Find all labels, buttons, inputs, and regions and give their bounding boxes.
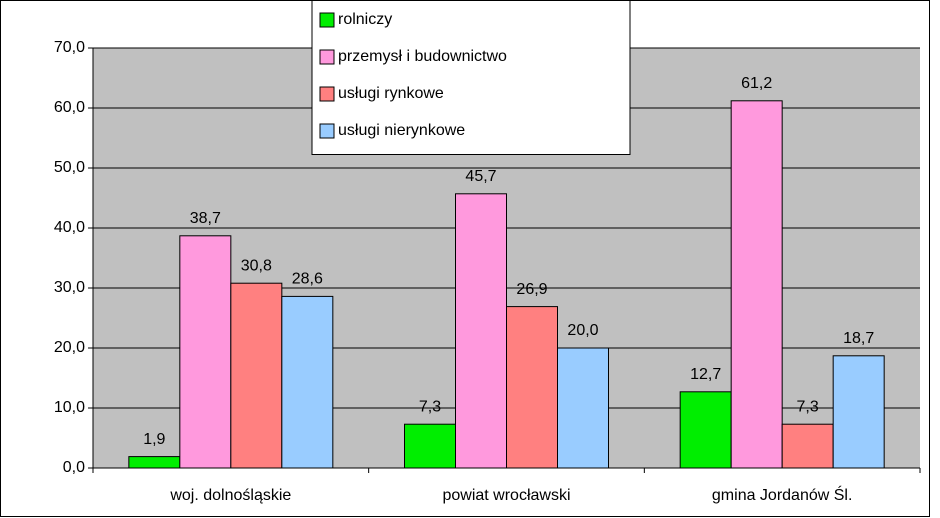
y-tick-label: 20,0 bbox=[54, 339, 85, 356]
legend-label: rolniczy bbox=[338, 11, 392, 28]
value-label: 18,7 bbox=[843, 330, 874, 347]
value-label: 45,7 bbox=[465, 168, 496, 185]
value-label: 61,2 bbox=[741, 75, 772, 92]
y-tick-label: 40,0 bbox=[54, 219, 85, 236]
legend-label: usługi rynkowe bbox=[338, 85, 444, 102]
value-label: 20,0 bbox=[567, 322, 598, 339]
y-tick-label: 10,0 bbox=[54, 399, 85, 416]
y-tick-label: 0,0 bbox=[63, 459, 85, 476]
legend-label: przemysł i budownictwo bbox=[338, 48, 507, 65]
legend-swatch bbox=[319, 123, 335, 139]
legend-swatch bbox=[319, 12, 335, 28]
value-label: 30,8 bbox=[241, 257, 272, 274]
y-tick-label: 60,0 bbox=[54, 99, 85, 116]
bar bbox=[506, 306, 558, 469]
x-tick-label: woj. dolnośląskie bbox=[169, 487, 291, 504]
value-label: 12,7 bbox=[690, 366, 721, 383]
value-label: 7,3 bbox=[797, 398, 819, 415]
x-tick-label: gmina Jordanów Śl. bbox=[712, 485, 853, 504]
legend-label: usługi nierynkowe bbox=[338, 122, 465, 139]
legend-swatch bbox=[319, 86, 335, 102]
bar bbox=[128, 456, 181, 469]
y-tick-label: 30,0 bbox=[54, 279, 85, 296]
bar bbox=[179, 235, 232, 469]
bar bbox=[230, 282, 283, 469]
bar bbox=[781, 423, 834, 469]
value-label: 1,9 bbox=[143, 431, 165, 448]
bar bbox=[832, 355, 885, 469]
bar bbox=[404, 423, 457, 469]
bar bbox=[730, 100, 783, 469]
bar bbox=[679, 391, 732, 469]
value-label: 26,9 bbox=[516, 281, 547, 298]
y-tick-label: 70,0 bbox=[54, 39, 85, 56]
legend-swatch bbox=[319, 49, 335, 65]
bar bbox=[556, 347, 609, 469]
bar bbox=[455, 193, 508, 469]
value-label: 28,6 bbox=[292, 271, 323, 288]
bar bbox=[281, 295, 334, 469]
y-tick-label: 50,0 bbox=[54, 159, 85, 176]
value-label: 38,7 bbox=[190, 210, 221, 227]
value-label: 7,3 bbox=[419, 398, 441, 415]
x-tick-label: powiat wrocławski bbox=[442, 487, 570, 504]
legend-box bbox=[311, 0, 631, 155]
